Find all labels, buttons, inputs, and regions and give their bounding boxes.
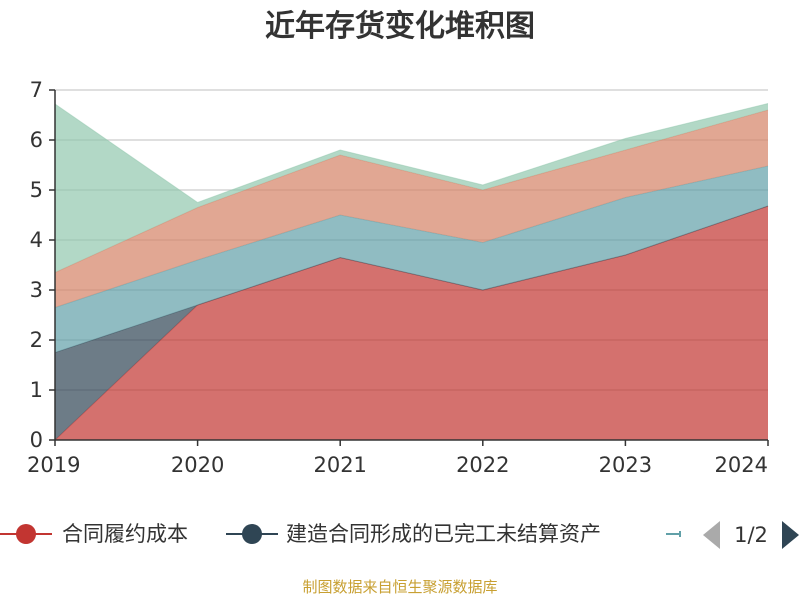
- y-tick-label: 5: [30, 178, 43, 202]
- x-tick-label: 2023: [599, 453, 652, 477]
- legend-label: 建造合同形成的已完工未结算资产: [286, 522, 601, 546]
- area-series-3: [55, 166, 768, 353]
- y-tick-label: 1: [30, 378, 43, 402]
- y-tick-label: 2: [30, 328, 43, 352]
- y-tick-label: 4: [30, 228, 43, 252]
- axes: 0 1 2 3 4 5 6 7 2019 2020 2021 2022 2023 2024: [27, 78, 769, 477]
- x-tick-label: 2019: [27, 453, 80, 477]
- legend-marker: [16, 524, 36, 544]
- legend-item-1[interactable]: 合同履约成本: [0, 522, 188, 546]
- x-tick-label: 2021: [313, 453, 366, 477]
- y-tick-label: 7: [30, 78, 43, 102]
- area-series-4: [55, 110, 768, 308]
- y-tick-label: 3: [30, 278, 43, 302]
- legend-prev-icon[interactable]: [703, 521, 720, 549]
- legend-marker: [242, 524, 262, 544]
- series-line-5: [54, 103, 769, 204]
- x-tick-label: 2024: [715, 453, 768, 477]
- y-tick-label: 0: [30, 428, 43, 452]
- legend: 合同履约成本 建造合同形成的已完工未结算资产: [0, 522, 681, 546]
- area-series-1: [55, 206, 768, 440]
- x-tick-label: 2022: [456, 453, 509, 477]
- source-note: 制图数据来自恒生聚源数据库: [302, 578, 497, 596]
- legend-item-2[interactable]: 建造合同形成的已完工未结算资产: [226, 522, 601, 546]
- area-series: [54, 103, 769, 441]
- legend-page-indicator: 1/2: [734, 523, 768, 547]
- x-tick-label: 2020: [171, 453, 224, 477]
- y-tick-label: 6: [30, 128, 43, 152]
- chart-title: 近年存货变化堆积图: [265, 9, 535, 44]
- legend-label: 合同履约成本: [62, 522, 188, 546]
- legend-next-icon[interactable]: [782, 521, 799, 549]
- legend-pager: 1/2: [703, 521, 799, 549]
